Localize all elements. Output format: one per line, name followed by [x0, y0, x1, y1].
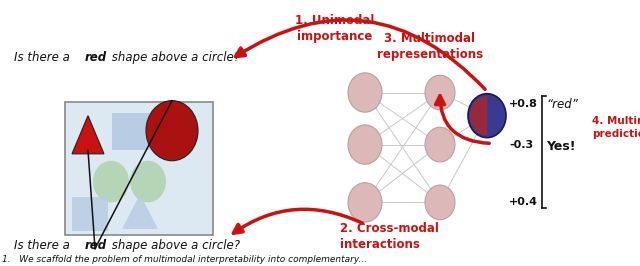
Bar — [72, 197, 108, 231]
Circle shape — [425, 127, 455, 162]
Text: +0.4: +0.4 — [509, 197, 538, 207]
Bar — [112, 113, 150, 150]
Text: +0.8: +0.8 — [509, 99, 538, 109]
Text: 1. Unimodal
importance: 1. Unimodal importance — [295, 14, 374, 43]
Circle shape — [146, 101, 198, 161]
Circle shape — [130, 161, 166, 202]
Circle shape — [348, 125, 382, 164]
Circle shape — [425, 75, 455, 110]
Text: red: red — [85, 239, 107, 252]
Polygon shape — [72, 116, 104, 154]
Text: 1.   We scaffold the problem of multimodal interpretability into complementary..: 1. We scaffold the problem of multimodal… — [2, 255, 367, 264]
Text: “red”: “red” — [546, 98, 578, 111]
Text: 4. Multimodal
prediction: 4. Multimodal prediction — [592, 116, 640, 139]
Text: Is there a: Is there a — [14, 51, 74, 64]
Circle shape — [468, 94, 506, 138]
Wedge shape — [470, 96, 487, 135]
Text: red: red — [85, 51, 107, 64]
Text: 2. Cross-modal
interactions: 2. Cross-modal interactions — [340, 222, 439, 251]
Circle shape — [93, 161, 129, 202]
Text: shape above a circle?: shape above a circle? — [108, 51, 240, 64]
Circle shape — [348, 183, 382, 222]
Text: 3. Multimodal
representations: 3. Multimodal representations — [377, 32, 483, 61]
Bar — [65, 102, 213, 235]
Text: Yes!: Yes! — [546, 140, 575, 153]
Polygon shape — [122, 194, 158, 229]
Text: shape above a circle?: shape above a circle? — [108, 239, 240, 252]
Text: -0.3: -0.3 — [509, 140, 533, 149]
Circle shape — [425, 185, 455, 220]
Circle shape — [348, 73, 382, 112]
Text: Is there a: Is there a — [14, 239, 74, 252]
